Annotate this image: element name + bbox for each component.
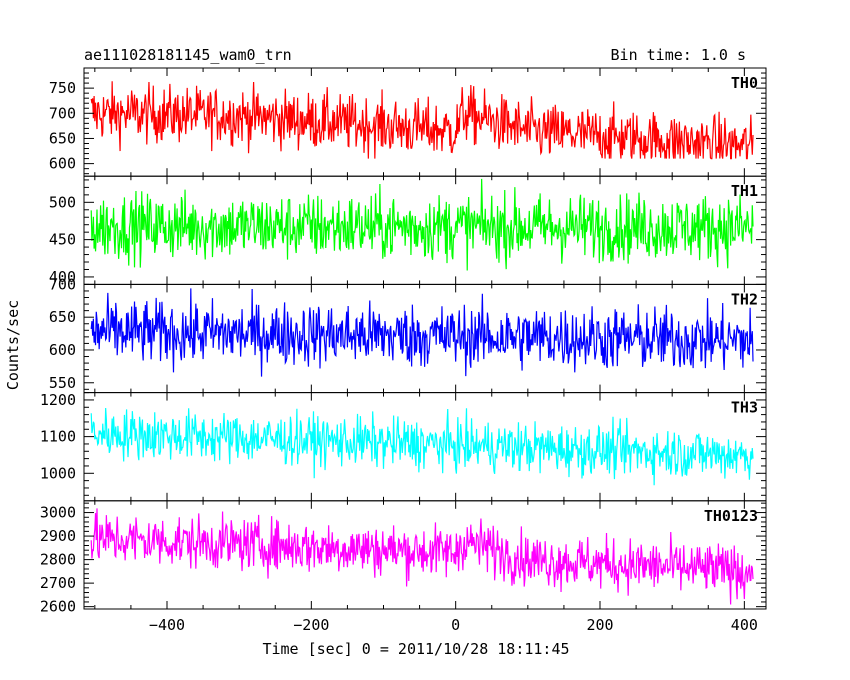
panel-label-th2: TH2 (731, 290, 758, 308)
y-tick-label: 500 (49, 193, 76, 211)
y-axis-label: Counts/sec (4, 300, 22, 390)
panel-label-th0123: TH0123 (704, 507, 758, 525)
series-line-th1 (90, 178, 754, 271)
y-tick-label: 450 (49, 231, 76, 249)
y-tick-label: 600 (49, 341, 76, 359)
y-tick-label: 3000 (40, 504, 76, 522)
panel-th3: 1000 1100 1200 TH3 (40, 391, 767, 502)
y-tick-label: 2600 (40, 598, 76, 616)
x-tick-label: 200 (586, 616, 613, 634)
panel-th0123: 2600 2700 2800 2900 3000 TH0123 (40, 500, 767, 616)
y-tick-label: 1100 (40, 428, 76, 446)
panel-th1: 400 450 500 TH1 (49, 175, 767, 286)
y-tick-label: 600 (49, 155, 76, 173)
bin-time-label: Bin time: 1.0 s (611, 46, 746, 64)
panel-th2: 550 600 650 700 TH2 (49, 275, 767, 394)
x-tick-label: −200 (293, 616, 329, 634)
panel-label-th0: TH0 (731, 74, 758, 92)
x-axis: −400 −200 0 200 400 (149, 616, 758, 634)
y-tick-label: 750 (49, 79, 76, 97)
y-tick-label: 550 (49, 374, 76, 392)
x-tick-label: 0 (451, 616, 460, 634)
y-tick-label: 700 (49, 104, 76, 122)
chart-title: ae111028181145_wam0_trn (84, 46, 292, 64)
panel-label-th1: TH1 (731, 182, 758, 200)
y-tick-label: 650 (49, 129, 76, 147)
x-tick-label: 400 (731, 616, 758, 634)
y-tick-label: 650 (49, 308, 76, 326)
y-tick-label: 400 (49, 268, 76, 286)
x-tick-label: −400 (149, 616, 185, 634)
y-tick-label: 2900 (40, 527, 76, 545)
x-axis-label: Time [sec] 0 = 2011/10/28 18:11:45 (262, 640, 569, 658)
panel-label-th3: TH3 (731, 399, 758, 417)
y-tick-label: 1000 (40, 464, 76, 482)
y-tick-label: 2700 (40, 574, 76, 592)
y-tick-label: 2800 (40, 551, 76, 569)
y-tick-label: 700 (49, 275, 76, 293)
series-line-th3 (90, 408, 754, 486)
y-tick-label: 1200 (40, 391, 76, 409)
panel-th0: 600 650 700 750 TH0 (49, 67, 767, 177)
series-line-th0123 (90, 508, 754, 605)
series-line-th0 (90, 81, 754, 160)
panels-group: 600 650 700 750 TH0 400 450 500 TH1 550 600 650 700 T… (40, 67, 767, 616)
series-line-th2 (90, 288, 754, 377)
